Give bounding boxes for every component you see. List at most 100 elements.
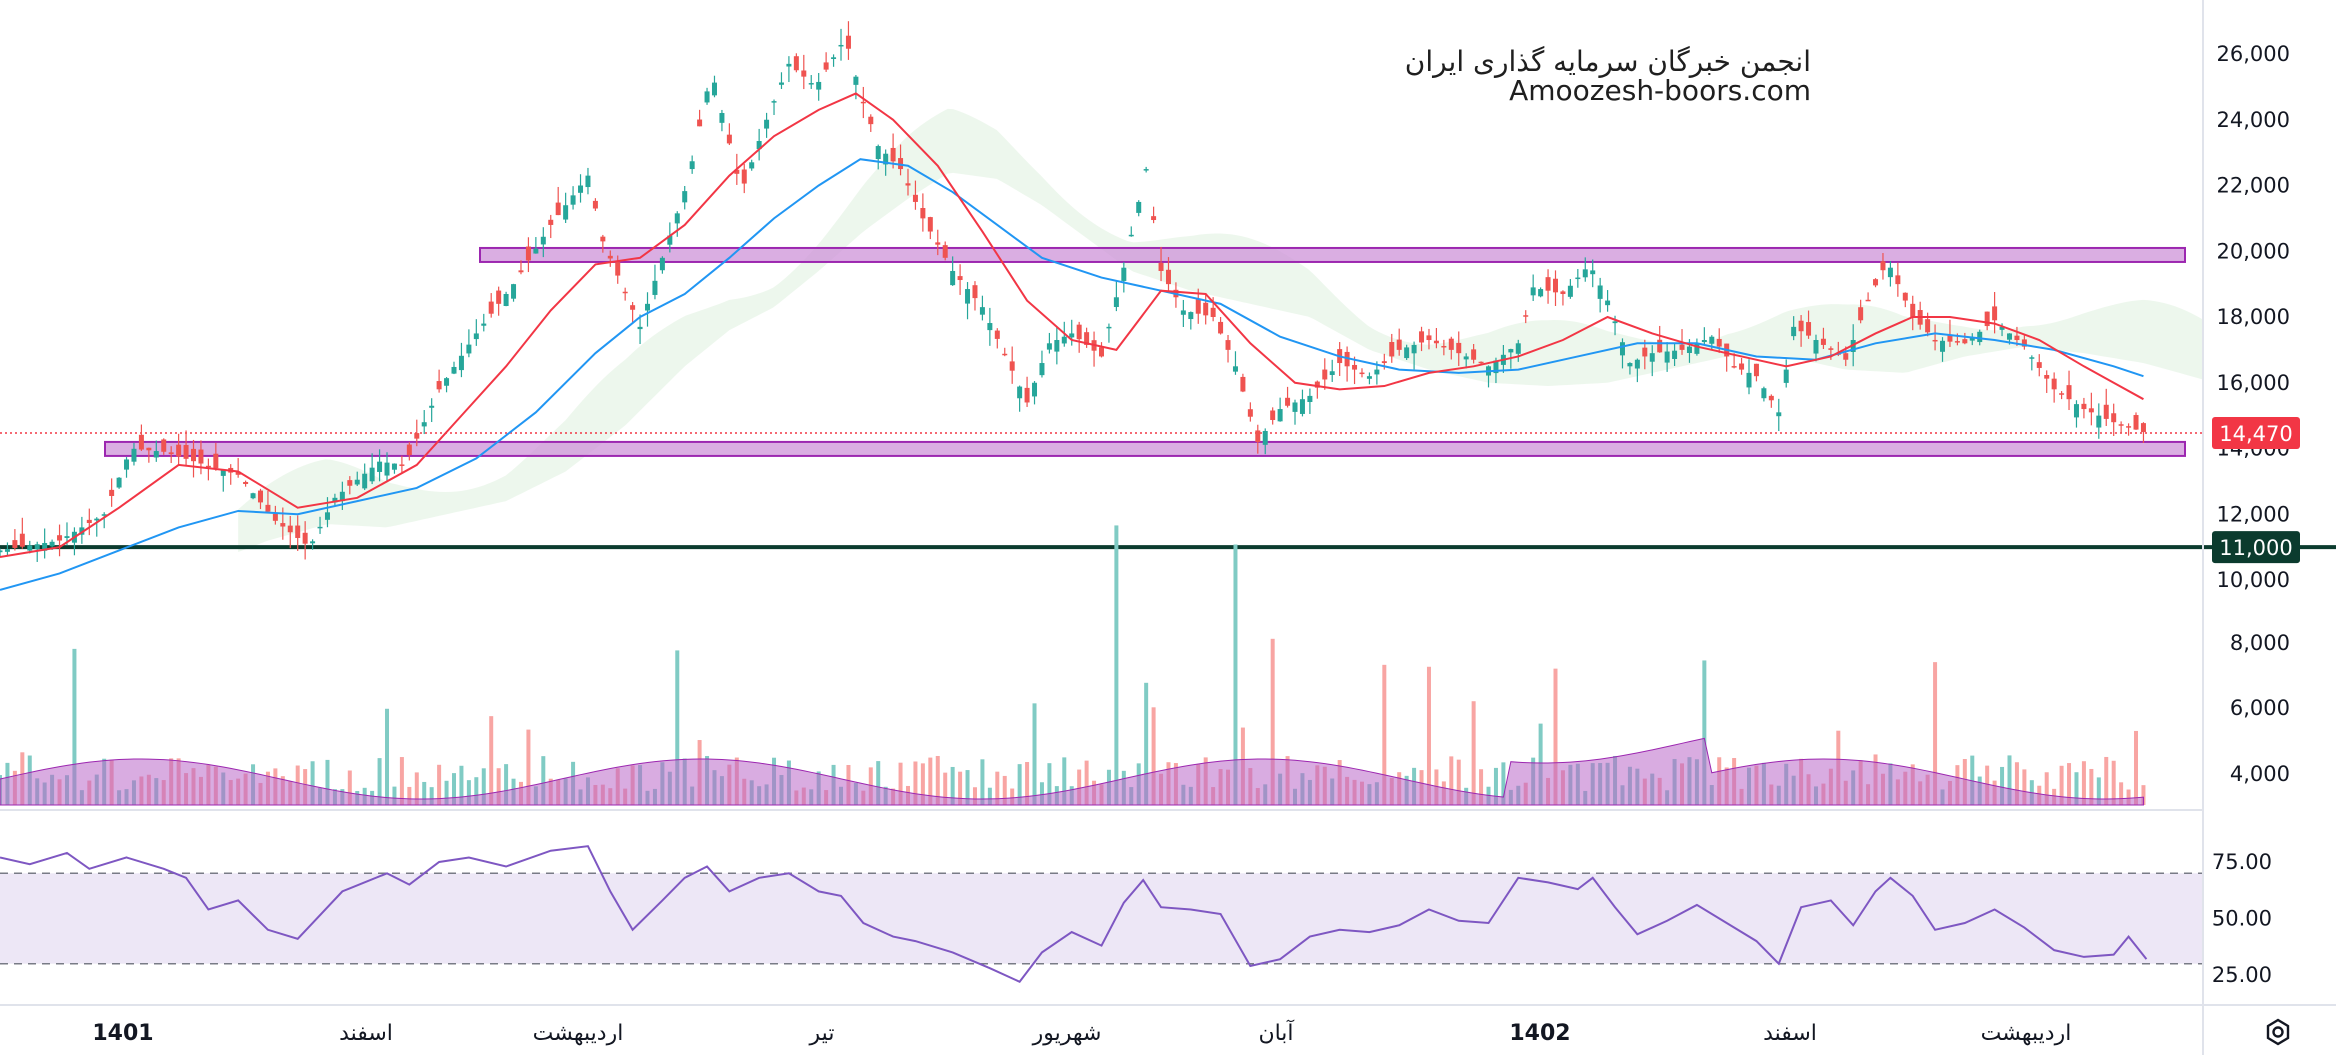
time-axis-label: تیر — [809, 1021, 835, 1046]
volume-bar — [1025, 762, 1030, 805]
volume-bar — [1471, 701, 1476, 805]
candle-body — [1218, 321, 1224, 334]
volume-bar — [407, 786, 412, 805]
volume-tick-label: 8,000 — [2230, 631, 2290, 655]
candle-body — [1597, 285, 1603, 299]
volume-bar — [2141, 785, 2146, 805]
settings-icon[interactable] — [2262, 1016, 2294, 1048]
candle-body — [645, 303, 651, 311]
volume-bar — [675, 650, 680, 805]
rsi-line — [0, 845, 2148, 984]
ma-slow-line — [0, 158, 2144, 591]
candle-body — [972, 285, 978, 299]
candle-body — [347, 480, 353, 486]
price-tick-label: 22,000 — [2217, 174, 2290, 198]
time-axis-label: 1401 — [92, 1021, 153, 1046]
candle-body — [935, 242, 941, 245]
watermark-site: Amoozesh-boors.com — [1509, 74, 1811, 107]
candle-body — [1545, 277, 1551, 291]
candle-body — [950, 270, 956, 286]
candle-body — [1709, 336, 1715, 344]
candle-body — [2118, 424, 2124, 426]
volume-bar — [2044, 772, 2049, 805]
candle-body — [540, 236, 546, 245]
volume-bar — [995, 771, 1000, 805]
volume-bar — [1151, 707, 1156, 805]
volume-bar — [1039, 782, 1044, 805]
time-axis-label: اسفند — [339, 1021, 393, 1046]
candle-body — [1739, 363, 1745, 370]
volume-bar — [414, 772, 419, 805]
candle-body — [652, 280, 658, 295]
candle-body — [265, 504, 271, 512]
candle-body — [124, 459, 130, 470]
candle-body — [1240, 376, 1246, 392]
volume-bar — [2111, 760, 2116, 805]
candle-body — [1456, 342, 1462, 354]
candle-body — [838, 44, 844, 47]
candle-body — [1761, 388, 1767, 399]
candle-body — [1672, 350, 1678, 359]
rsi-tick-label: 75.00 — [2212, 850, 2272, 874]
volume-bar — [2074, 772, 2079, 805]
candle-body — [176, 444, 182, 457]
candle-body — [1880, 261, 1886, 271]
candle-body — [496, 290, 502, 304]
candle-body — [436, 381, 442, 390]
volume-bar — [392, 786, 397, 805]
volume-bar — [541, 756, 546, 805]
candle-body — [548, 219, 554, 225]
candle-body — [1262, 430, 1268, 445]
candle-body — [2029, 357, 2035, 359]
volume-bar — [481, 768, 486, 805]
candle-body — [1232, 366, 1238, 372]
candle-body — [1009, 361, 1015, 371]
candle-body — [1984, 311, 1990, 327]
candle-body — [771, 101, 777, 103]
candle-body — [741, 169, 747, 184]
volume-bar — [950, 766, 955, 805]
candle-body — [2140, 423, 2146, 433]
candle-body — [391, 463, 397, 470]
candle-body — [429, 405, 435, 408]
volume-bar — [1493, 767, 1498, 805]
candle-body — [280, 523, 286, 527]
candle-body — [1798, 320, 1804, 332]
candle-body — [1783, 369, 1789, 383]
volume-bar — [1047, 763, 1052, 805]
candle-body — [518, 270, 524, 273]
candle-body — [1165, 269, 1171, 285]
candle-body — [1806, 322, 1812, 336]
volume-bar — [496, 768, 501, 805]
candle-body — [1136, 201, 1142, 213]
candle-body — [94, 518, 100, 521]
candle-body — [2051, 378, 2057, 390]
volume-bar — [876, 761, 881, 805]
candle-body — [27, 545, 33, 551]
candle-body — [1679, 344, 1685, 350]
candle-body — [1128, 234, 1134, 237]
sr-zone — [479, 246, 2186, 263]
candle-body — [1195, 299, 1201, 314]
volume-bar — [325, 759, 330, 805]
ma-fast-line — [0, 92, 2144, 558]
price-tick-label: 16,000 — [2217, 371, 2290, 395]
candle-body — [1307, 395, 1313, 402]
candle-body — [213, 453, 219, 469]
candle-body — [786, 63, 792, 67]
volume-ma-area — [0, 737, 2144, 806]
candle-body — [2096, 415, 2102, 428]
candle-body — [2073, 404, 2079, 418]
candle-body — [2059, 393, 2065, 395]
candle-body — [1567, 285, 1573, 297]
candle-body — [451, 366, 457, 374]
candle-body — [942, 245, 948, 258]
candle-body — [704, 91, 710, 103]
candle-body — [979, 307, 985, 315]
candle-body — [607, 255, 613, 259]
candle-body — [183, 445, 189, 459]
volume-bar — [1501, 762, 1506, 805]
candle-body — [1121, 267, 1127, 281]
candle-body — [1374, 369, 1380, 375]
candle-body — [853, 76, 859, 85]
